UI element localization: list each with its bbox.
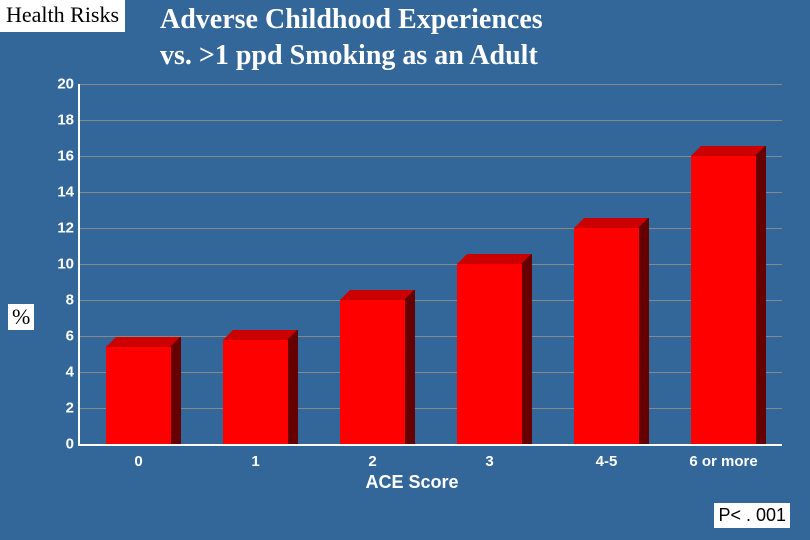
y-tick-label: 10 xyxy=(57,256,74,273)
bar: 2 xyxy=(340,300,404,444)
corner-label: Health Risks xyxy=(0,0,125,32)
y-tick-label: 8 xyxy=(66,292,74,309)
x-tick-label: 2 xyxy=(314,453,431,470)
plot-area: 0123 4-5 6 or more xyxy=(78,84,782,446)
y-tick-label: 2 xyxy=(66,400,74,417)
y-tick-label: 16 xyxy=(57,148,74,165)
y-tick-label: 6 xyxy=(66,328,74,345)
bars-layer: 0123 4-5 6 or more xyxy=(80,84,782,444)
y-tick-label: 20 xyxy=(57,76,74,93)
chart-title-line1: Adverse Childhood Experiences xyxy=(160,4,543,36)
x-tick-label: 0 xyxy=(80,453,197,470)
chart-area: 02468101214161820 01234-56 or more ACE S… xyxy=(44,84,780,484)
bar: 0 xyxy=(106,347,170,444)
x-tick-label: 4-5 xyxy=(548,453,665,470)
bar-front xyxy=(223,340,287,444)
y-tick-label: 0 xyxy=(66,436,74,453)
bar-top xyxy=(457,254,531,264)
bar-top xyxy=(574,218,648,228)
bar-top xyxy=(106,337,180,347)
bar-front xyxy=(340,300,404,444)
y-tick-label: 4 xyxy=(66,364,74,381)
bar-front xyxy=(574,228,638,444)
chart-title-line2: vs. >1 ppd Smoking as an Adult xyxy=(160,40,538,72)
bar-top xyxy=(223,330,297,340)
x-tick-label: 3 xyxy=(431,453,548,470)
y-tick-label: 12 xyxy=(57,220,74,237)
bar: 4-5 xyxy=(574,228,638,444)
bar-front xyxy=(457,264,521,444)
bar: 6 or more xyxy=(691,156,755,444)
x-tick-label: 1 xyxy=(197,453,314,470)
bar-front xyxy=(106,347,170,444)
bar: 1 xyxy=(223,340,287,444)
bar-front xyxy=(691,156,755,444)
y-tick-column: 02468101214161820 xyxy=(44,84,78,444)
bar: 3 xyxy=(457,264,521,444)
x-tick-label: 6 or more xyxy=(665,453,782,470)
bar-top xyxy=(691,146,765,156)
bar-top xyxy=(340,290,414,300)
y-axis-unit-label: % xyxy=(8,304,34,330)
y-tick-label: 14 xyxy=(57,184,74,201)
y-tick-label: 18 xyxy=(57,112,74,129)
x-axis-title: ACE Score xyxy=(44,472,780,493)
p-value-label: P< . 001 xyxy=(714,503,790,528)
